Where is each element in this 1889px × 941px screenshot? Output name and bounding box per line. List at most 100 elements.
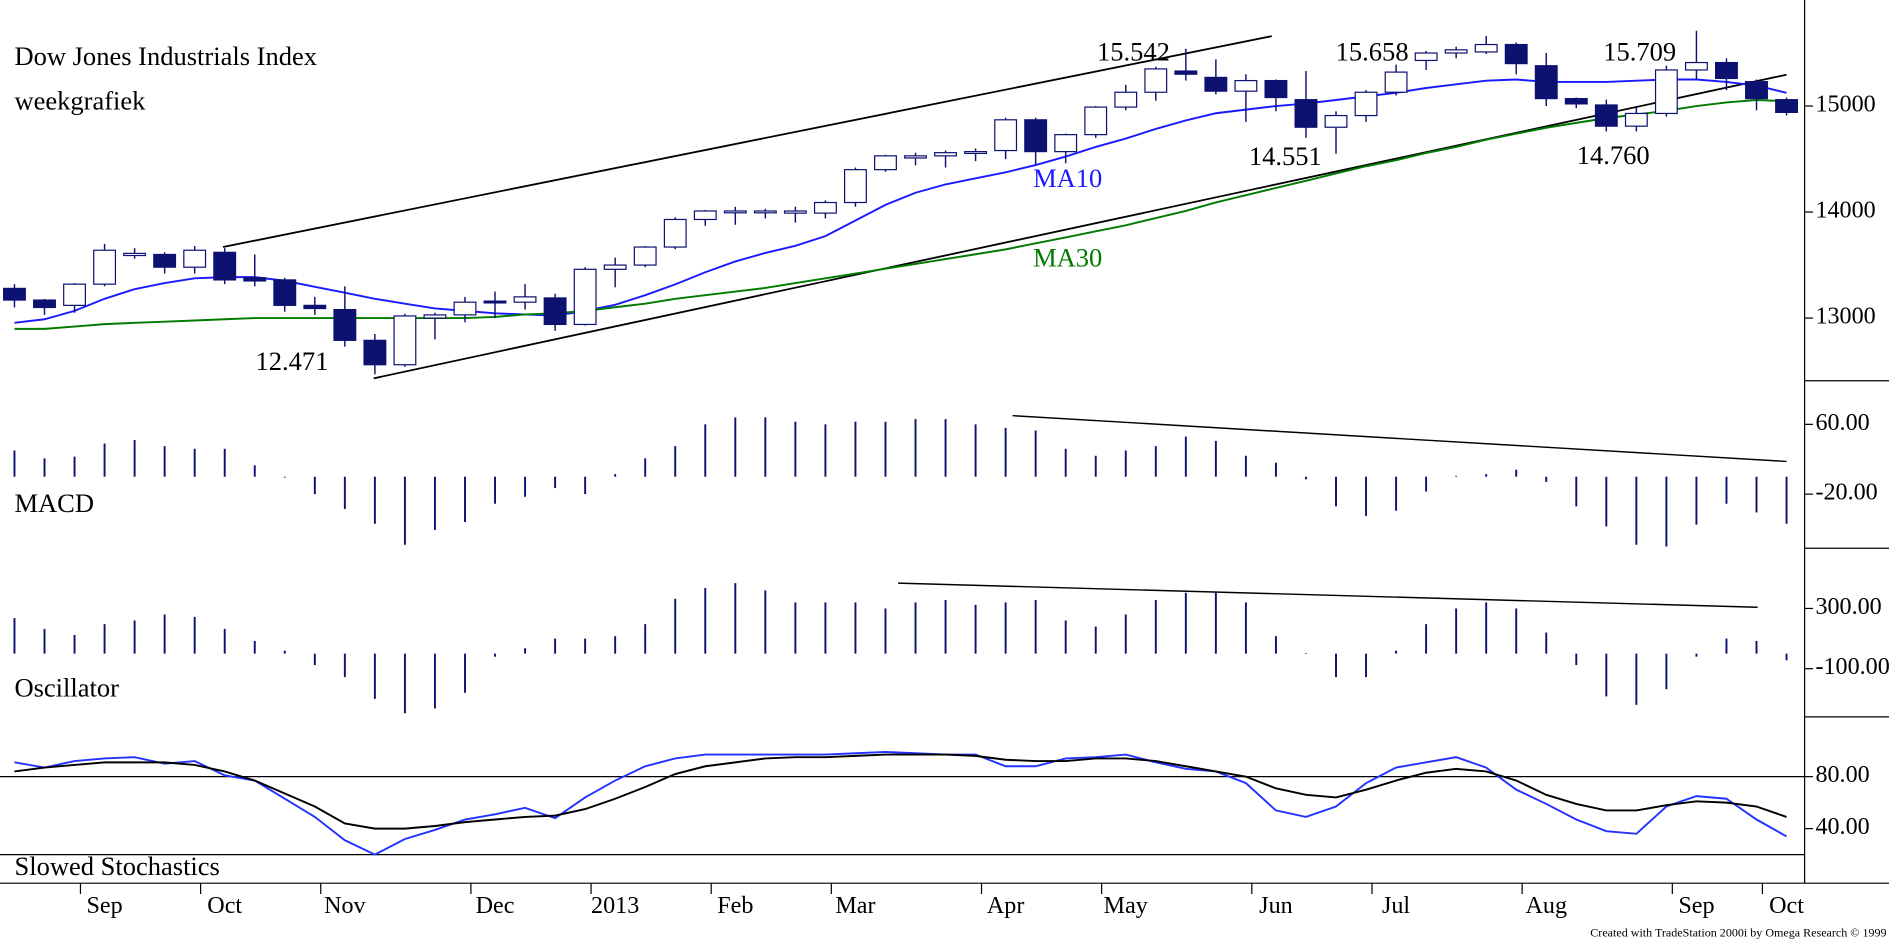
- candle-body: [213, 251, 237, 281]
- x-tick-label: Aug: [1525, 893, 1567, 919]
- candle-body: [1775, 99, 1798, 113]
- candle-body: [393, 315, 417, 366]
- candle-body: [1624, 112, 1648, 127]
- chart-title: Dow Jones Industrials Index: [14, 41, 317, 71]
- series-line: [14, 99, 1787, 330]
- candle-body: [1084, 106, 1108, 136]
- x-tick-label: Mar: [835, 893, 875, 919]
- x-tick-label: Oct: [207, 893, 242, 919]
- annotation: 14.551: [1249, 141, 1322, 171]
- annotation: 15.542: [1097, 36, 1170, 66]
- x-tick-label: Dec: [476, 893, 515, 919]
- x-tick-label: May: [1104, 893, 1148, 919]
- candle-body: [603, 264, 627, 270]
- candle-body: [1234, 79, 1258, 92]
- candle-body: [363, 339, 387, 366]
- candle-body: [633, 246, 657, 266]
- candle-body: [874, 155, 897, 171]
- candle-body: [513, 296, 537, 303]
- annotation: 15.709: [1603, 36, 1676, 66]
- candle-body: [1745, 81, 1768, 100]
- trend-line: [222, 35, 1272, 248]
- candle-body: [1204, 76, 1228, 92]
- candle-body: [1294, 99, 1318, 128]
- candle-body: [543, 297, 567, 326]
- candle-body: [904, 155, 927, 159]
- candle-body: [1474, 43, 1498, 53]
- candle-body: [994, 119, 1018, 152]
- candle-body: [1594, 104, 1618, 127]
- y-tick-label: 15000: [1815, 92, 1875, 118]
- x-tick-label: Feb: [717, 893, 753, 919]
- y-tick-label: 13000: [1815, 304, 1875, 330]
- candle-body: [1414, 52, 1438, 62]
- candle-body: [423, 314, 447, 319]
- panel-title: Oscillator: [14, 672, 119, 702]
- x-tick-label: Nov: [324, 893, 366, 919]
- candle-body: [934, 152, 958, 157]
- candle-body: [1384, 71, 1408, 93]
- trend-line: [898, 582, 1758, 608]
- annotation: 14.760: [1577, 140, 1650, 170]
- candle-body: [813, 201, 837, 214]
- candle-body: [63, 283, 86, 306]
- panel-title: Slowed Stochastics: [14, 851, 219, 881]
- candle-body: [1174, 70, 1198, 75]
- candle-body: [1114, 91, 1138, 108]
- candle-body: [333, 308, 357, 341]
- panel-title: MACD: [14, 488, 94, 518]
- y-tick-label: 60.00: [1815, 410, 1869, 436]
- x-tick-label: 2013: [591, 893, 639, 919]
- candle-body: [1264, 79, 1288, 99]
- x-tick-label: Sep: [86, 893, 122, 919]
- y-tick-label: 80.00: [1815, 762, 1869, 788]
- candle-body: [1504, 43, 1528, 65]
- candle-body: [123, 252, 147, 257]
- chart-subtitle: weekgrafiek: [14, 86, 146, 116]
- y-tick-label: 14000: [1815, 198, 1875, 224]
- candle-body: [1144, 68, 1168, 93]
- y-tick-label: -20.00: [1815, 480, 1877, 506]
- y-tick-label: 300.00: [1815, 594, 1881, 620]
- x-tick-label: Jun: [1259, 893, 1292, 919]
- y-tick-label: 40.00: [1815, 814, 1869, 840]
- candle-body: [964, 151, 988, 155]
- candle-body: [1324, 114, 1348, 128]
- candle-body: [573, 268, 597, 326]
- candle-body: [1024, 119, 1048, 153]
- footer: Created with TradeStation 2000i by Omega…: [1590, 926, 1886, 940]
- candle-body: [273, 279, 297, 306]
- candle-body: [303, 304, 327, 310]
- candle-body: [243, 277, 267, 282]
- candle-body: [93, 249, 117, 285]
- candle-body: [753, 210, 777, 214]
- x-tick-label: Apr: [987, 893, 1024, 919]
- series-line: [14, 753, 1787, 830]
- candle-body: [1564, 98, 1588, 105]
- candle-body: [483, 300, 507, 304]
- candle-body: [1444, 49, 1468, 54]
- candle-body: [783, 210, 807, 214]
- candle-body: [453, 301, 477, 316]
- y-tick-label: -100.00: [1815, 654, 1889, 680]
- candle-body: [1684, 61, 1708, 71]
- trend-line: [1012, 414, 1787, 463]
- annotation: 12.471: [256, 346, 329, 376]
- series-line: [14, 78, 1787, 324]
- candle-body: [663, 218, 687, 248]
- candle-body: [3, 287, 26, 301]
- series-line: [14, 751, 1788, 856]
- candle-body: [1354, 91, 1378, 117]
- annotation: 15.658: [1336, 36, 1409, 66]
- candle-body: [1715, 61, 1738, 80]
- candle-body: [183, 249, 207, 268]
- trend-line: [373, 73, 1787, 380]
- series-label: MA30: [1033, 242, 1102, 272]
- x-tick-label: Oct: [1769, 893, 1804, 919]
- candle-body: [693, 210, 717, 221]
- candle-body: [843, 169, 867, 204]
- candle-body: [1534, 65, 1558, 100]
- candle-body: [723, 210, 747, 214]
